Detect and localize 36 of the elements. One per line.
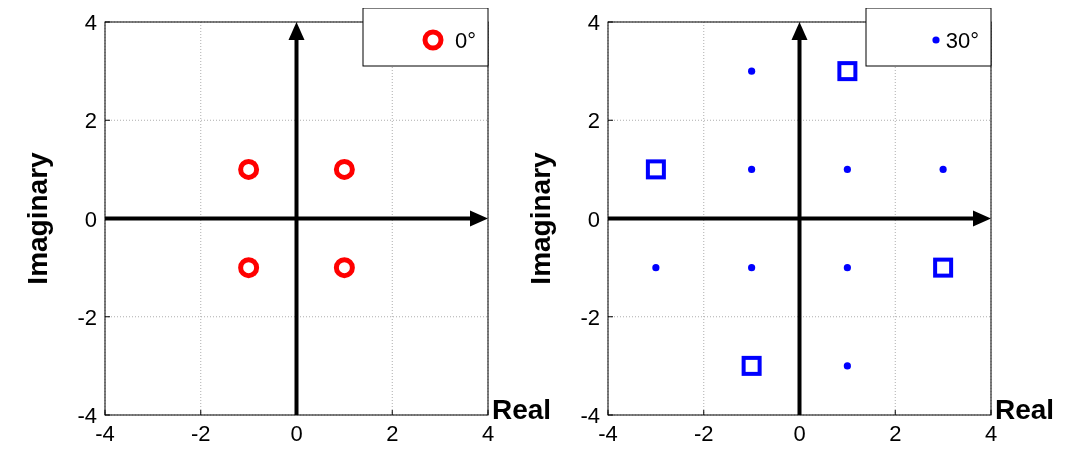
- point: [748, 165, 756, 173]
- y-tick-label: -2: [77, 304, 97, 330]
- x-tick-label: -2: [693, 421, 714, 446]
- point: [933, 257, 954, 278]
- point: [939, 165, 947, 173]
- point: [843, 165, 851, 173]
- point: [843, 264, 851, 272]
- x-tick-label: 4: [481, 421, 495, 446]
- x-tick-label: 2: [889, 421, 902, 446]
- legend-label: 30°: [945, 28, 979, 53]
- x-tick-label: 2: [386, 421, 399, 446]
- point: [748, 67, 756, 75]
- point: [645, 159, 666, 180]
- y-tick-label: -4: [77, 403, 97, 428]
- point: [843, 362, 851, 370]
- y-tick-label: -2: [580, 304, 600, 330]
- y-tick-label: 2: [587, 108, 600, 134]
- y-axis-title: Imaginary: [22, 151, 53, 285]
- x-tick-label: -2: [190, 421, 211, 446]
- point: [748, 264, 756, 272]
- y-tick-label: 2: [84, 108, 97, 134]
- x-tick-label: 4: [984, 421, 998, 446]
- x-tick-label: 0: [290, 421, 303, 446]
- point: [652, 264, 660, 272]
- y-tick-label: -4: [580, 403, 600, 428]
- x-axis-title: Real: [995, 394, 1055, 425]
- point: [741, 355, 762, 376]
- y-axis-title: Imaginary: [525, 151, 556, 285]
- y-tick-label: 4: [84, 10, 97, 35]
- y-tick-label: 0: [84, 206, 97, 232]
- y-tick-label: 4: [587, 10, 600, 35]
- y-tick-label: 0: [587, 206, 600, 232]
- x-axis-title: Real: [492, 394, 552, 425]
- legend-label: 0°: [454, 28, 476, 53]
- x-tick-label: 0: [793, 421, 806, 446]
- point: [837, 61, 858, 82]
